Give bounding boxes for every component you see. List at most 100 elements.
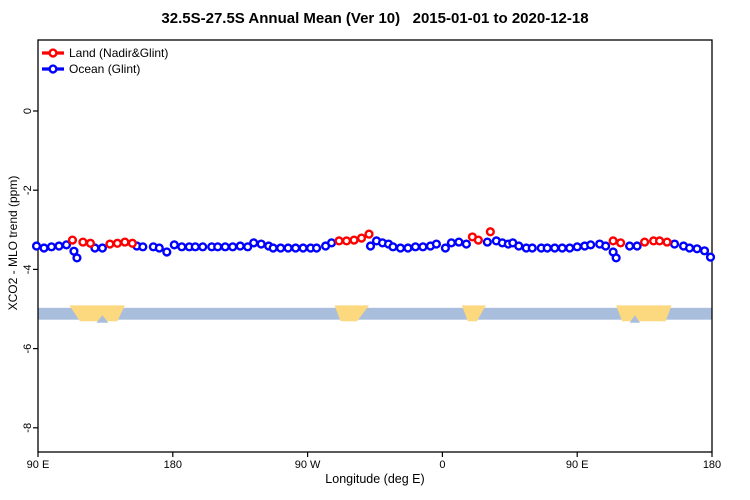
legend-label-ocean: Ocean (Glint) — [69, 62, 141, 76]
data-point-land — [608, 236, 618, 246]
data-point-ocean — [311, 243, 322, 253]
y-tick-label: 0 — [22, 108, 34, 114]
data-point-ocean — [514, 241, 524, 251]
data-point-land — [341, 236, 352, 246]
data-point-land — [85, 238, 96, 248]
land-patch — [334, 305, 370, 322]
y-tick-label: -6 — [22, 344, 34, 354]
data-point-ocean — [177, 242, 187, 252]
data-point-ocean — [403, 243, 413, 253]
data-point-ocean — [431, 239, 442, 249]
data-point-ocean — [190, 242, 200, 252]
data-point-ocean — [482, 237, 492, 247]
x-tick-label: 90 E — [27, 459, 50, 471]
data-point-ocean — [220, 242, 230, 252]
data-point-ocean — [249, 238, 259, 248]
land-patch — [616, 305, 672, 322]
data-point-ocean — [669, 239, 680, 249]
data-point-land — [654, 236, 665, 246]
data-point-land — [662, 237, 672, 247]
x-axis-label: Longitude (deg E) — [325, 472, 425, 486]
x-tick-label: 90 W — [295, 459, 321, 471]
data-point-land — [105, 239, 115, 249]
data-point-ocean — [446, 238, 456, 248]
data-point-ocean — [692, 244, 702, 254]
data-point-ocean — [138, 242, 148, 252]
data-point-ocean — [169, 240, 179, 250]
data-point-ocean — [72, 253, 82, 263]
data-point-ocean — [410, 242, 421, 252]
data-point-land — [349, 235, 359, 245]
data-point-ocean — [61, 240, 72, 250]
data-point-ocean — [601, 241, 611, 251]
data-point-land — [334, 236, 344, 246]
data-point-ocean — [395, 243, 406, 253]
y-tick-label: -2 — [22, 185, 34, 195]
data-point-ocean — [557, 243, 567, 253]
x-tick-label: 0 — [439, 459, 445, 471]
data-point-land — [616, 238, 626, 248]
legend-label-land: Land (Nadir&Glint) — [69, 46, 169, 60]
legend-marker-icon — [48, 48, 58, 58]
land-patch — [69, 305, 125, 322]
data-point-ocean — [365, 241, 376, 251]
data-point-ocean — [154, 243, 164, 253]
data-point-ocean — [625, 241, 635, 251]
band-notch — [629, 315, 641, 323]
data-point-ocean — [283, 243, 293, 253]
data-point-ocean — [268, 243, 278, 253]
data-point-ocean — [235, 241, 245, 251]
data-point-ocean — [54, 241, 64, 251]
data-point-ocean — [565, 243, 575, 253]
data-point-ocean — [705, 252, 716, 262]
data-point-ocean — [550, 243, 560, 253]
data-point-ocean — [46, 242, 57, 252]
data-point-ocean — [291, 243, 301, 253]
data-point-land — [78, 237, 88, 247]
data-point-land — [67, 235, 78, 245]
data-point-ocean — [298, 243, 308, 253]
data-point-ocean — [276, 243, 286, 253]
data-point-ocean — [31, 241, 42, 251]
data-point-land — [639, 237, 650, 247]
data-point-ocean — [97, 243, 108, 253]
band-notch — [96, 315, 109, 323]
x-tick-label: 180 — [703, 459, 721, 471]
data-point-land — [485, 227, 495, 237]
data-point-ocean — [213, 242, 223, 252]
data-point-ocean — [684, 243, 695, 253]
data-point-ocean — [418, 242, 428, 252]
data-point-land — [473, 235, 483, 245]
x-tick-label: 90 E — [566, 459, 589, 471]
data-point-ocean — [542, 243, 552, 253]
x-tick-label: 180 — [164, 459, 182, 471]
data-point-ocean — [162, 247, 172, 257]
data-point-ocean — [461, 239, 471, 249]
data-point-ocean — [699, 246, 710, 256]
data-point-ocean — [572, 242, 582, 252]
data-point-ocean — [440, 243, 450, 253]
data-point-ocean — [632, 241, 642, 251]
ocean-band — [38, 307, 712, 320]
data-point-land — [364, 229, 374, 239]
y-tick-label: -8 — [22, 423, 34, 433]
data-point-land — [112, 238, 122, 248]
data-point-ocean — [228, 242, 238, 252]
land-patch — [461, 305, 486, 322]
legend-marker-icon — [48, 64, 58, 74]
data-point-land — [120, 237, 130, 247]
data-point-ocean — [586, 240, 596, 250]
data-point-ocean — [388, 242, 398, 252]
data-point-land — [356, 233, 367, 243]
data-point-ocean — [454, 237, 464, 247]
data-point-ocean — [39, 243, 49, 253]
data-point-ocean — [198, 242, 208, 252]
data-point-ocean — [256, 239, 266, 249]
y-tick-label: -4 — [22, 265, 34, 275]
chart-title: 32.5S-27.5S Annual Mean (Ver 10) 2015-01… — [161, 10, 589, 27]
y-axis-label: XCO2 - MLO trend (ppm) — [6, 175, 20, 311]
data-point-ocean — [243, 242, 253, 252]
data-point-land — [127, 238, 137, 248]
data-point-ocean — [326, 238, 337, 248]
